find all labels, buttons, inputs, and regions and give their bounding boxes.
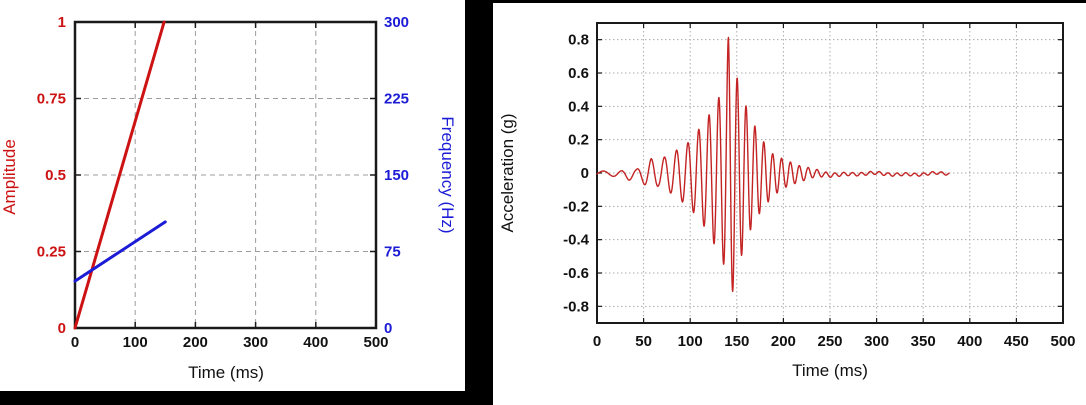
x-tick-label: 150 (724, 333, 749, 350)
y-tick-label: -0.6 (563, 265, 589, 282)
x-tick-label: 0 (593, 333, 601, 350)
y-tick-label: 0.8 (568, 32, 589, 49)
x-tick-label: 100 (678, 333, 703, 350)
acceleration-chart: 0 50 100 150 200 250 300 350 400 450 500 -0.8 -0.6 -0… (498, 22, 1076, 380)
y-left-tick-label: 0.25 (37, 244, 66, 261)
x-tick-label: 200 (771, 333, 796, 350)
y-right-tick-label: 75 (384, 244, 401, 261)
y-tick-label: 0.6 (568, 65, 589, 82)
x-tick-label: 450 (1004, 333, 1029, 350)
x-tick-label: 400 (957, 333, 982, 350)
right-chart-x-axis-title: Time (ms) (792, 361, 868, 380)
y-left-tick-label: 0 (58, 320, 66, 337)
x-tick-label: 0 (71, 334, 79, 351)
y-left-tick-label: 1 (58, 14, 66, 31)
y-left-tick-label: 0.75 (37, 91, 66, 108)
y-tick-label: -0.4 (563, 232, 590, 249)
y-left-tick-label: 0.5 (45, 167, 66, 184)
x-tick-label: 350 (911, 333, 936, 350)
x-tick-label: 50 (635, 333, 652, 350)
x-tick-label: 500 (1050, 333, 1075, 350)
right-chart-y-axis-title: Acceleration (g) (498, 113, 517, 232)
y-right-tick-label: 225 (384, 91, 409, 108)
x-tick-label: 300 (243, 334, 268, 351)
y-tick-label: -0.2 (563, 198, 589, 215)
acceleration-chart-panel: 0 50 100 150 200 250 300 350 400 450 500 -0.8 -0.6 -0… (493, 3, 1086, 405)
y-right-tick-label: 150 (384, 167, 409, 184)
right-chart-generated: 0 50 100 150 200 250 300 350 400 450 500 -0.8 -0.6 -0… (563, 22, 1076, 350)
left-x-axis-title: Time (ms) (188, 363, 264, 382)
y-tick-label: -0.8 (563, 298, 589, 315)
x-tick-label: 250 (817, 333, 842, 350)
left-chart-generated: 0 100 200 300 400 50000.250.50.75107515022530… (37, 14, 409, 351)
x-tick-label: 500 (363, 334, 388, 351)
series-acceleration-burst (596, 36, 950, 293)
y-right-tick-label: 0 (384, 320, 392, 337)
amplitude-frequency-chart: 0 100 200 300 400 50000.250.50.75107515022530… (0, 14, 457, 382)
series-frequency-sweep (73, 220, 167, 283)
series-amplitude-ramp (73, 20, 166, 330)
y-tick-label: 0.4 (568, 98, 590, 115)
x-tick-label: 400 (303, 334, 328, 351)
left-y-axis-title: Amplitude (0, 139, 19, 215)
y-tick-label: 0.2 (568, 132, 589, 149)
right-y-axis-title: Frequency (Hz) (438, 116, 457, 233)
y-right-tick-label: 300 (384, 14, 409, 31)
x-tick-label: 100 (123, 334, 148, 351)
y-tick-label: 0 (581, 165, 589, 182)
amplitude-frequency-chart-panel: 0 100 200 300 400 500 0 0.25 0.5 0.75 1 0 75 150 225 30… (0, 0, 465, 391)
x-tick-label: 300 (864, 333, 889, 350)
x-tick-label: 200 (183, 334, 208, 351)
